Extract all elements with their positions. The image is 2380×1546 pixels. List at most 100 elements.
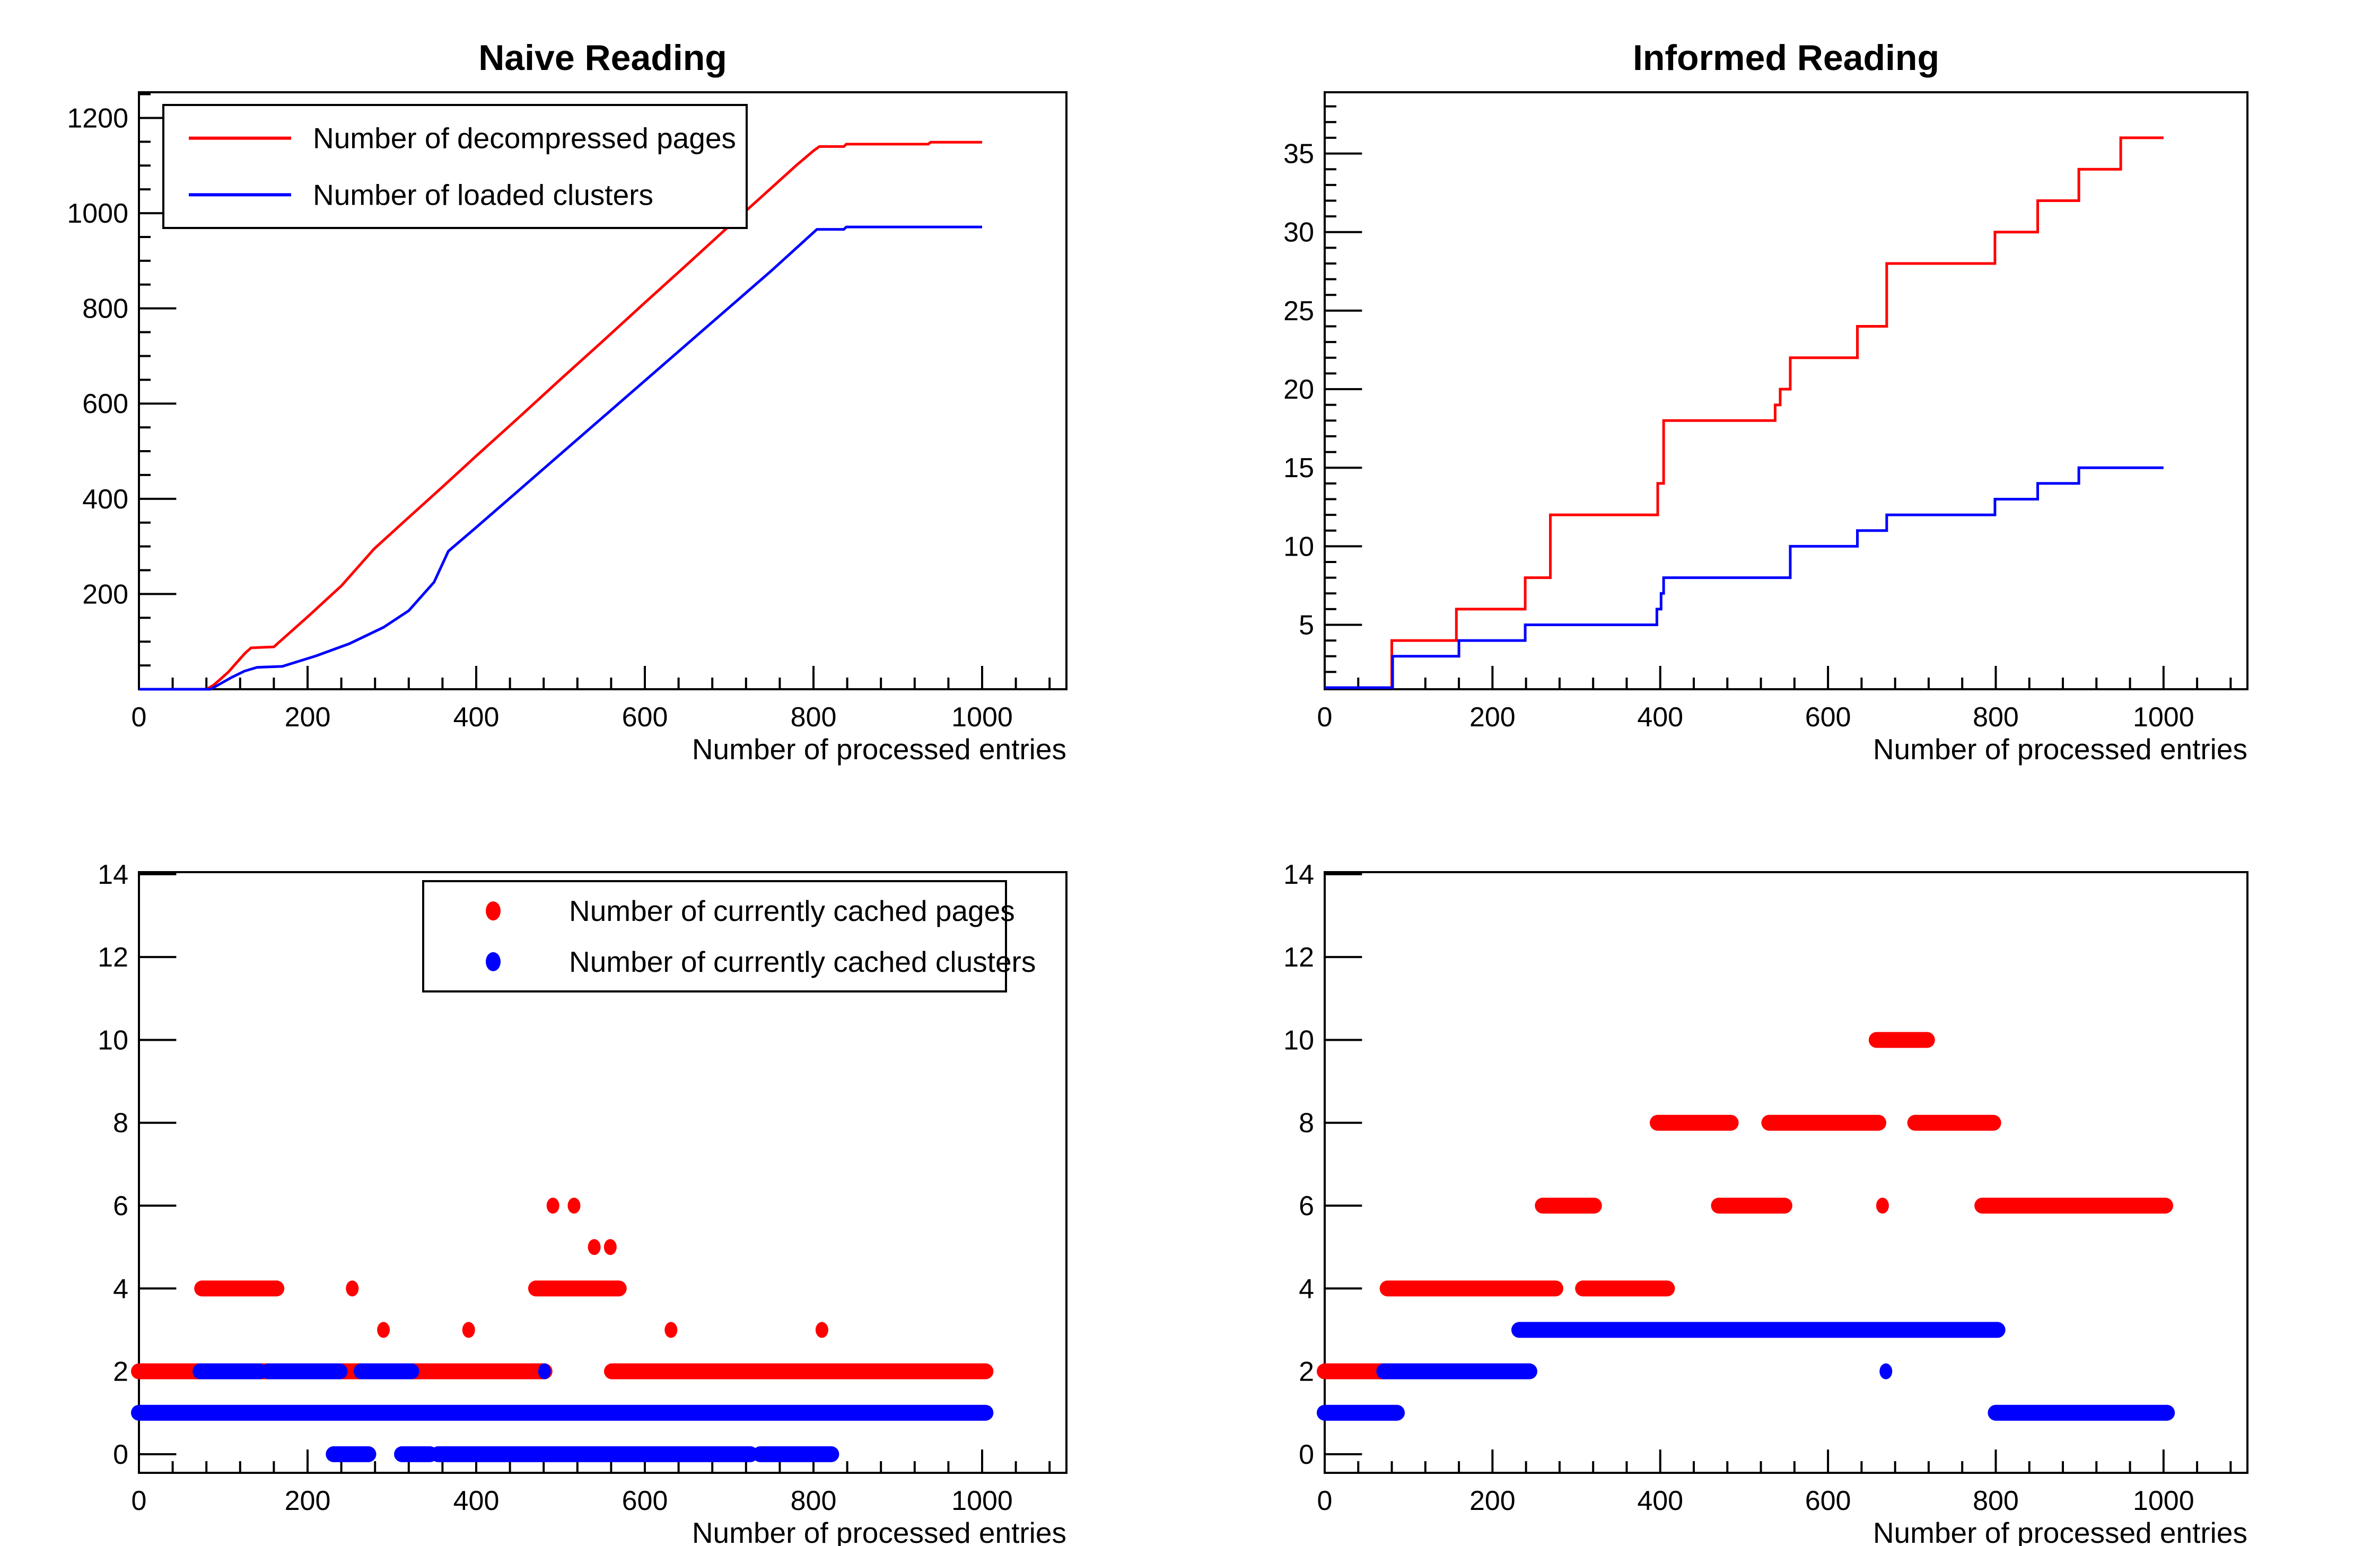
- x-axis-title: Number of processed entries: [692, 1516, 1066, 1546]
- y-tick-label: 1000: [67, 198, 128, 229]
- x-tick-label: 800: [1973, 702, 2019, 733]
- x-tick-label: 0: [132, 1486, 147, 1516]
- x-tick-label: 0: [1317, 702, 1333, 733]
- x-tick-label: 1000: [951, 702, 1013, 733]
- x-tick-label: 400: [1637, 702, 1683, 733]
- y-tick-label: 4: [1299, 1273, 1314, 1304]
- y-tick-label: 0: [113, 1439, 128, 1470]
- x-tick-label: 1000: [951, 1486, 1013, 1516]
- series-cached-clusters: [1317, 1322, 2175, 1421]
- y-tick-label: 8: [113, 1108, 128, 1139]
- cached-pages-marker-dot: [1876, 1198, 1889, 1214]
- plot-frame: [138, 871, 1068, 1474]
- y-tick-label: 10: [1283, 531, 1314, 562]
- series-loaded-clusters: [139, 225, 982, 691]
- y-tick-label: 8: [1299, 1108, 1314, 1139]
- x-tick-label: 800: [791, 702, 837, 733]
- legend-box: [422, 880, 1007, 992]
- y-tick-label: 14: [1283, 859, 1314, 890]
- legend: Number of currently cached pages Number o…: [422, 880, 1036, 992]
- y-tick-label: 35: [1283, 139, 1314, 170]
- cached-pages-marker-dot: [567, 1198, 581, 1214]
- loaded-clusters-curve: [1325, 466, 2164, 689]
- y-tick-label: 6: [113, 1191, 128, 1222]
- y-tick-label: 6: [1299, 1191, 1314, 1222]
- legend-entry-label: Number of decompressed pages: [313, 122, 736, 155]
- y-tick-label: 4: [113, 1273, 128, 1304]
- cached-clusters-marker-dot: [538, 1363, 551, 1380]
- x-tick-label: 1000: [2133, 1486, 2194, 1516]
- x-tick-label: 0: [132, 702, 147, 733]
- panel-informed-cache: 0 200 400 600 800 1000 0 2 4 6 8 10 12 14 Number of pr…: [1283, 859, 2248, 1546]
- legend-entry-label: Number of currently cached clusters: [569, 945, 1036, 978]
- y-tick-label: 14: [98, 859, 128, 890]
- x-tick-label: 200: [1469, 1486, 1516, 1516]
- panel-naive-cache: 0 200 400 600 800 1000 0 2 4 6 8 10 12 14 Number of pr…: [98, 859, 1068, 1546]
- legend-entry-label: Number of loaded clusters: [313, 178, 653, 211]
- series-decompressed-pages: [139, 140, 982, 691]
- cached-pages-marker-dot: [588, 1239, 601, 1255]
- cached-pages-marker-dot: [462, 1322, 475, 1338]
- x-tick-label: 200: [285, 702, 331, 733]
- cached-pages-marker-dot: [603, 1239, 617, 1255]
- cached-pages-marker-dot: [546, 1198, 559, 1214]
- x-tick-label: 400: [453, 702, 500, 733]
- plot-frame: [138, 91, 1068, 690]
- x-tick-label: 0: [1317, 1486, 1333, 1516]
- y-tick-label: 2: [1299, 1357, 1314, 1387]
- panel-informed-cum: 0 200 400 600 800 1000 5 10 15 20 25 30 35 Number of …: [1283, 38, 2248, 766]
- y-tick-label: 1200: [67, 103, 128, 134]
- legend: Number of decompressed pages Number of lo…: [162, 104, 748, 229]
- x-tick-label: 200: [1469, 702, 1516, 733]
- cached-clusters-marker-dot: [1879, 1363, 1893, 1380]
- y-tick-label: 0: [1299, 1439, 1314, 1470]
- y-tick-label: 12: [98, 942, 128, 973]
- x-tick-label: 400: [453, 1486, 500, 1516]
- x-tick-label: 200: [285, 1486, 331, 1516]
- series-loaded-clusters: [1325, 466, 2164, 689]
- cached-pages-marker-dot: [377, 1322, 390, 1338]
- x-axis-title: Number of processed entries: [692, 733, 1066, 766]
- y-tick-label: 600: [82, 389, 128, 419]
- series-cached-pages: [131, 1198, 994, 1380]
- x-axis-title: Number of processed entries: [1873, 733, 2247, 766]
- x-tick-label: 1000: [2133, 702, 2194, 733]
- y-tick-label: 5: [1299, 610, 1314, 641]
- y-tick-label: 10: [98, 1025, 128, 1056]
- y-tick-label: 10: [1283, 1025, 1314, 1056]
- panel-title: Informed Reading: [1633, 38, 1939, 78]
- x-tick-label: 400: [1637, 1486, 1683, 1516]
- y-tick-label: 400: [82, 484, 128, 515]
- y-tick-label: 25: [1283, 296, 1314, 327]
- panel-naive-cum: 0 200 400 600 800 1000 200 400 600 800 1000 1200 Num…: [67, 38, 1068, 766]
- x-tick-label: 600: [622, 1486, 668, 1516]
- plot-frame: [1324, 871, 2248, 1474]
- plot-frame: [1324, 91, 2248, 690]
- legend-dot-sample: [486, 901, 501, 921]
- cached-pages-marker-dot: [346, 1280, 359, 1297]
- x-axis-title: Number of processed entries: [1873, 1516, 2247, 1546]
- y-tick-label: 20: [1283, 374, 1314, 405]
- legend-box: [162, 104, 748, 229]
- x-tick-label: 600: [1805, 1486, 1851, 1516]
- loaded-clusters-curve: [139, 225, 982, 691]
- y-tick-label: 15: [1283, 453, 1314, 484]
- x-tick-label: 600: [1805, 702, 1851, 733]
- y-tick-label: 200: [82, 579, 128, 610]
- x-tick-label: 600: [622, 702, 668, 733]
- x-tick-label: 800: [791, 1486, 837, 1516]
- decompressed-pages-curve: [1325, 136, 2164, 689]
- y-tick-label: 800: [82, 294, 128, 324]
- y-tick-label: 30: [1283, 217, 1314, 248]
- x-tick-label: 800: [1973, 1486, 2019, 1516]
- legend-dot-sample: [486, 952, 501, 971]
- series-decompressed-pages: [1325, 136, 2164, 689]
- series-cached-pages: [1317, 1032, 2173, 1380]
- y-tick-label: 12: [1283, 942, 1314, 973]
- panel-title: Naive Reading: [478, 38, 727, 78]
- decompressed-pages-curve: [139, 140, 982, 691]
- legend-entry-label: Number of currently cached pages: [569, 894, 1015, 927]
- cached-pages-marker-dot: [815, 1322, 828, 1338]
